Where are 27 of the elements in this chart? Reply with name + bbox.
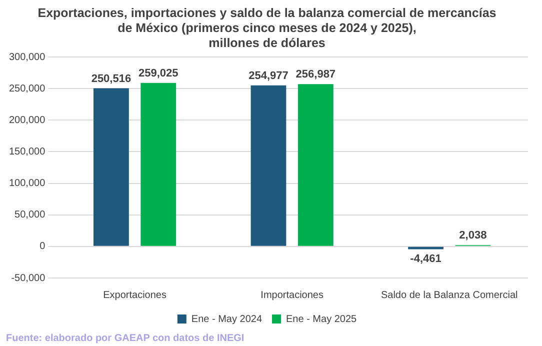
y-tick-label: 250,000 (8, 83, 46, 94)
text: de México (primeros cinco meses de 2024 y 2025), (118, 20, 416, 35)
text: millones de dólares (208, 36, 326, 50)
bar (250, 85, 286, 246)
y-tick-label: 300,000 (8, 52, 46, 63)
y-tick-label: 50,000 (14, 210, 46, 221)
y-tick-label: 0 (40, 241, 46, 252)
data-label: 256,987 (296, 68, 336, 81)
data-label: 259,025 (138, 67, 178, 80)
legend-label: Ene - May 2024 (191, 314, 262, 325)
y-tick-label: 100,000 (8, 178, 46, 190)
x-tick-label: Importaciones (260, 290, 324, 301)
bar (140, 82, 176, 246)
x-tick-label: Saldo de la Balanza Comercial (380, 290, 518, 301)
data-label: 2,038 (459, 230, 487, 242)
bar (298, 84, 334, 246)
legend-label: Ene - May 2025 (286, 314, 358, 325)
y-tick-label: 200,000 (8, 114, 46, 126)
data-label: -4,461 (410, 252, 442, 265)
bar (94, 88, 129, 246)
x-tick-label: Exportaciones (103, 290, 166, 301)
source-note: Fuente: elaborado por GAEAP con datos de INEGI (6, 332, 244, 344)
data-label: 250,516 (91, 72, 132, 85)
text: Exportaciones, importaciones y saldo de la balanza comercial de mercancías (38, 6, 496, 20)
y-tick-label: -50,000 (11, 272, 46, 284)
data-label: 254,977 (248, 70, 288, 82)
y-tick-label: 150,000 (8, 146, 46, 158)
